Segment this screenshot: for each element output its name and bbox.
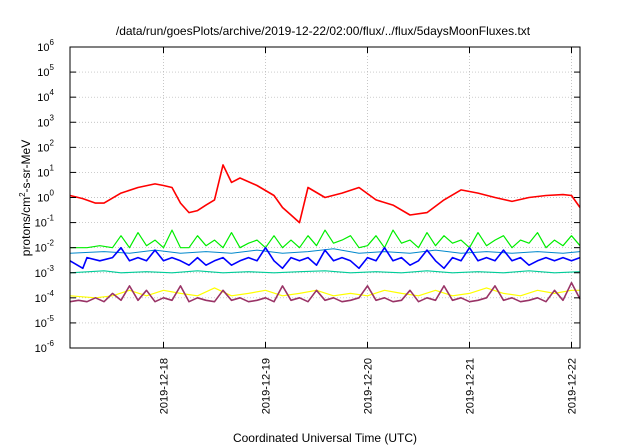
y-tick-label: 10-3: [35, 264, 55, 280]
x-tick-label: 2019-12-19: [261, 358, 273, 414]
chart-title: /data/run/goesPlots/archive/2019-12-22/0…: [116, 24, 531, 38]
grid: [70, 47, 580, 348]
series-group: [69, 164, 581, 303]
series-line-5: [69, 270, 581, 274]
x-tick-label: 2019-12-22: [567, 358, 579, 414]
series-line-7: [69, 281, 581, 303]
y-tick-label: 10-1: [35, 214, 55, 230]
y-tick-label: 101: [37, 163, 54, 179]
y-tick-label: 10-4: [35, 289, 55, 305]
y-axis-ticks: 10-6 10-5 10-4 10-3 10-2 10-1 100 101 102 103 104 1…: [35, 38, 580, 355]
x-tick-label: 2019-12-18: [159, 358, 171, 414]
y-tick-label: 10-2: [35, 239, 55, 255]
series-line-4: [69, 246, 581, 270]
x-tick-label: 2019-12-21: [465, 358, 477, 414]
y-tick-label: 10-5: [35, 314, 55, 330]
x-axis-ticks: 2019-12-18 2019-12-19 2019-12-20 2019-12-21…: [159, 47, 579, 414]
series-line-6: [69, 287, 580, 299]
x-axis-label: Coordinated Universal Time (UTC): [233, 431, 417, 445]
y-tick-label: 100: [37, 189, 54, 205]
series-line-2: [70, 229, 581, 249]
y-tick-label: 106: [37, 38, 54, 54]
y-tick-label: 10-6: [35, 339, 55, 355]
series-line-3: [69, 248, 581, 254]
y-axis-label: protons/cm2-s-sr-MeV: [18, 140, 33, 256]
x-tick-label: 2019-12-20: [363, 358, 375, 414]
series-line-1: [69, 164, 581, 224]
y-tick-label: 104: [37, 88, 54, 104]
y-tick-label: 103: [37, 113, 54, 129]
y-tick-label: 102: [37, 138, 54, 154]
y-tick-label: 105: [37, 63, 54, 79]
